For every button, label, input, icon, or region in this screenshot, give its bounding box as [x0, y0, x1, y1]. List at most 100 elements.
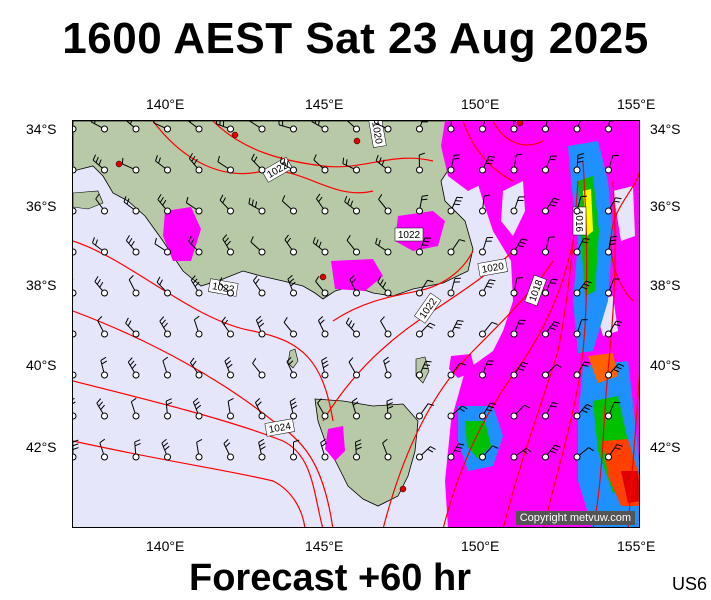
wind-barb-station	[73, 207, 77, 215]
wind-barb-station	[290, 453, 297, 461]
wind-barb-station	[384, 330, 392, 338]
wind-barb-station	[73, 166, 77, 174]
wind-barb-feather	[456, 446, 463, 449]
wind-barb-feather	[550, 405, 557, 408]
wind-barb-feather	[290, 401, 297, 406]
wind-barb-feather	[380, 316, 385, 322]
wind-barb-station	[290, 166, 297, 174]
wind-barb-feather	[485, 162, 492, 165]
wind-barb-feather	[552, 447, 559, 451]
wind-barb-feather	[457, 320, 464, 322]
wind-barb-feather	[250, 236, 254, 243]
wind-barb-station	[101, 412, 108, 420]
wind-barb-station	[605, 330, 612, 338]
wind-barb-feather	[219, 194, 224, 201]
wind-barb-feather	[190, 238, 195, 245]
wind-barb-feather	[284, 234, 289, 241]
wind-barb-feather	[165, 398, 172, 402]
wind-barb-station	[101, 453, 108, 461]
wind-barb-feather	[383, 356, 389, 362]
wind-barb-feather	[422, 367, 429, 370]
wind-barb-station	[384, 125, 392, 133]
wind-barb-feather	[221, 316, 226, 323]
wind-barb-feather	[95, 156, 99, 163]
lat-tick-left-40: 40°S	[26, 357, 57, 373]
wind-barb-station	[132, 371, 140, 379]
wind-barb-station	[258, 166, 266, 174]
wind-barb-feather	[159, 316, 165, 322]
wind-barb-feather	[314, 121, 317, 124]
wind-barb-station	[605, 248, 612, 256]
wind-barb-feather	[550, 282, 557, 284]
wind-barb-station	[416, 207, 423, 215]
wind-barb-feather	[131, 363, 137, 369]
wind-barb-feather	[459, 408, 465, 412]
wind-barb-feather	[256, 315, 262, 321]
rain-green-tasman	[465, 421, 491, 459]
wind-barb-feather	[128, 275, 134, 280]
wind-barb-feather	[161, 319, 167, 325]
wind-barb-feather	[248, 197, 251, 204]
wind-barb-feather	[131, 397, 137, 403]
wind-barb-feather	[519, 365, 527, 368]
wind-barb-station	[479, 207, 486, 215]
wind-barb-station	[479, 371, 486, 379]
wind-barb-station	[101, 207, 108, 215]
wind-barb-feather	[286, 237, 292, 244]
wind-barb-feather	[156, 276, 161, 283]
wind-barb-feather	[375, 154, 379, 161]
wind-barb-feather	[517, 245, 524, 248]
wind-barb-station	[510, 166, 518, 174]
wind-barb-feather	[345, 317, 350, 324]
wind-barb-feather	[127, 320, 132, 327]
wind-barb-feather	[615, 366, 622, 370]
copyright-notice: Copyright metvuw.com	[515, 511, 635, 525]
wind-barb-feather	[194, 281, 200, 287]
wind-barb-feather	[315, 239, 319, 246]
wind-barb-feather	[95, 193, 100, 200]
city-marker	[231, 131, 239, 139]
wind-barb-feather	[487, 159, 494, 162]
wind-barb-feather	[610, 239, 617, 242]
wind-barb-station	[447, 125, 455, 133]
wind-barbs	[73, 121, 625, 461]
wind-barb-feather	[456, 196, 463, 199]
wind-barb-station	[195, 207, 203, 215]
wind-barb-feather	[190, 275, 196, 281]
lat-tick-right-36: 36°S	[650, 198, 681, 214]
wind-barb-feather	[163, 322, 168, 328]
wind-barb-station	[164, 166, 171, 174]
wind-barb-feather	[322, 360, 328, 365]
wind-barb-feather	[453, 157, 460, 160]
wind-barb-feather	[556, 364, 562, 368]
wind-barb-station	[416, 453, 423, 461]
wind-barb-feather	[615, 197, 622, 200]
wind-barb-feather	[458, 443, 465, 446]
lon-tick-top-150: 150°E	[461, 96, 500, 112]
wind-barb-feather	[217, 155, 220, 162]
wind-barb-station	[573, 207, 581, 215]
wind-barb-feather	[159, 279, 163, 286]
wind-barb-station	[447, 166, 455, 174]
wind-barb-feather	[188, 153, 193, 159]
wind-barb-feather	[193, 158, 198, 165]
wind-barb-feather	[286, 356, 292, 362]
wind-barb-feather	[378, 157, 382, 164]
wind-barb-station	[195, 412, 203, 420]
wind-barb-feather	[258, 438, 265, 443]
wind-barb-feather	[195, 404, 202, 410]
wind-barb-feather	[318, 241, 322, 248]
wind-barb-feather	[286, 160, 289, 167]
wind-barb-feather	[490, 402, 497, 405]
wind-barb-feather	[321, 442, 327, 447]
wind-barb-feather	[422, 194, 429, 197]
wind-barb-station	[290, 248, 297, 256]
lon-tick-top-145: 145°E	[305, 96, 344, 112]
wind-barb-feather	[319, 319, 325, 325]
wind-barb-station	[479, 330, 486, 338]
wind-barb-feather	[255, 278, 260, 285]
isobar-line	[462, 121, 514, 182]
wind-barb-feather	[318, 196, 323, 203]
wind-barb-station	[510, 207, 518, 215]
wind-barb-feather	[583, 238, 590, 240]
